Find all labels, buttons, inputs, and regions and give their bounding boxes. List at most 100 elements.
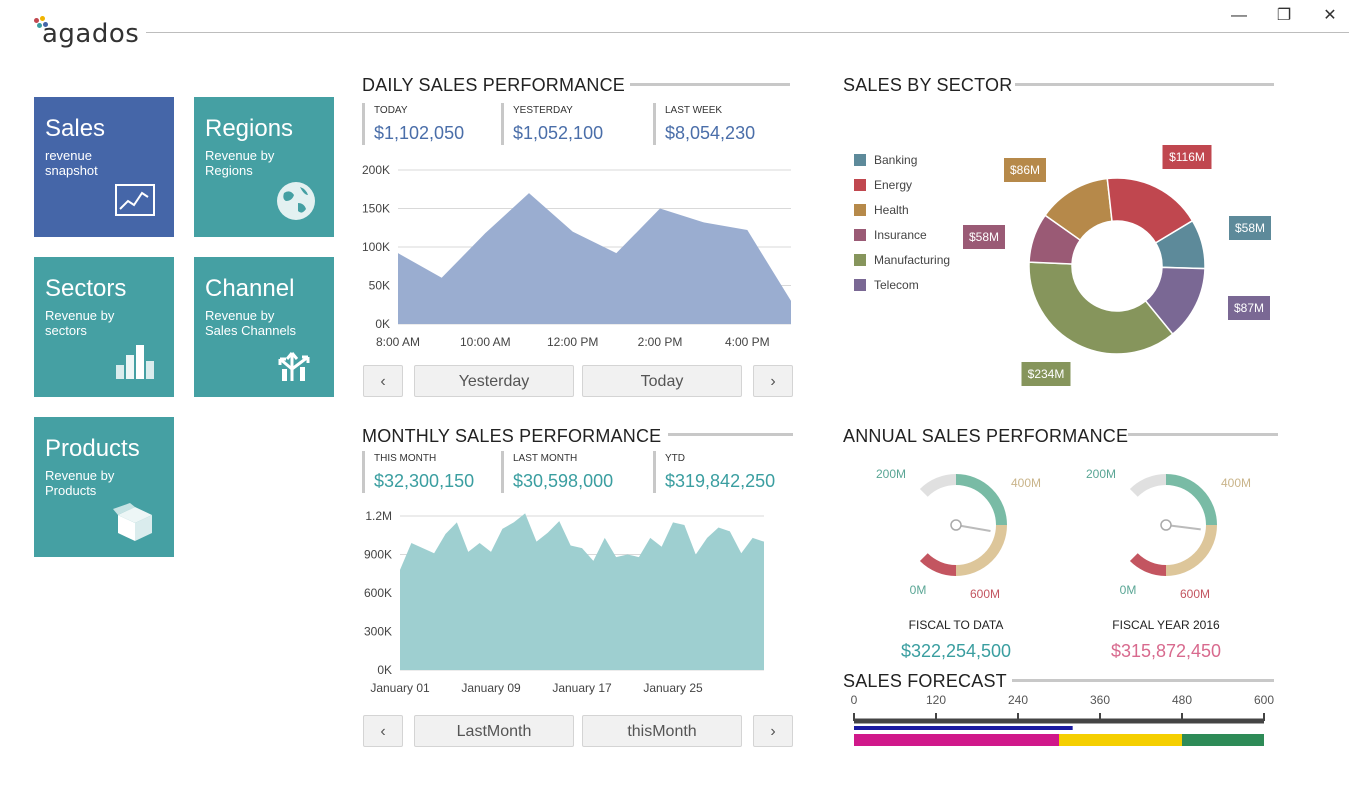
gauge-scale-label: 0M	[1120, 583, 1137, 597]
legend-item: Manufacturing	[854, 253, 974, 278]
forecast-tick-label: 600	[1254, 693, 1274, 707]
x-tick-label: January 17	[552, 681, 612, 695]
tile-sales[interactable]: Sales revenue snapshot	[34, 97, 174, 237]
slice-label-box	[1162, 145, 1212, 169]
tile-title: Sales	[45, 115, 106, 142]
logo-dot-blue	[43, 22, 48, 27]
slice-label-box	[1021, 362, 1071, 386]
logo-dot-teal	[37, 23, 42, 28]
legend-swatch	[854, 154, 866, 166]
x-tick-label: January 01	[370, 681, 430, 695]
legend-swatch	[854, 254, 866, 266]
fiscal-to-date-gauge: 200M 400M 0M 600M	[876, 467, 1041, 601]
fiscal-year-2016-gauge: 200M 400M 0M 600M	[1086, 467, 1251, 601]
section-rule	[630, 83, 790, 86]
kpi-value: $319,842,250	[665, 471, 776, 491]
kpi-value: $1,102,050	[374, 123, 465, 143]
line-chart-icon	[115, 184, 155, 216]
gauge-value: $322,254,500	[900, 641, 1012, 661]
legend-label: Banking	[874, 153, 918, 167]
slice-label: $58M	[1235, 221, 1265, 235]
kpi-label: LAST MONTH	[513, 453, 578, 464]
today-button[interactable]: Today	[582, 365, 742, 397]
slice-label: $234M	[1028, 367, 1065, 381]
section-rule	[1012, 679, 1274, 682]
y-tick-label: 300K	[364, 625, 392, 639]
legend-label: Telecom	[874, 278, 919, 292]
legend-label: Health	[874, 203, 909, 217]
header-divider	[146, 32, 1349, 33]
yesterday-button[interactable]: Yesterday	[414, 365, 574, 397]
y-tick-label: 900K	[364, 548, 392, 562]
gauge-caption: FISCAL TO DATA	[908, 618, 1004, 632]
gauge-hub	[950, 519, 962, 531]
forecast-tick-label: 480	[1172, 693, 1192, 707]
box-icon	[113, 503, 152, 541]
gauge-caption: FISCAL YEAR 2016	[1112, 618, 1220, 632]
legend-label: Insurance	[874, 228, 927, 242]
tile-regions[interactable]: Regions Revenue by Regions	[194, 97, 334, 237]
tile-subtitle: Revenue by Products	[45, 468, 115, 498]
legend-item: Banking	[854, 153, 974, 178]
legend-swatch	[854, 179, 866, 191]
y-tick-label: 0K	[377, 663, 392, 677]
gauge-needle	[955, 524, 991, 533]
tile-subtitle: Revenue by sectors	[45, 308, 115, 338]
y-tick-label: 150K	[362, 202, 390, 216]
tile-title: Sectors	[45, 275, 127, 302]
gauge-scale-label: 600M	[970, 587, 1000, 601]
kpi-last-month: LAST MONTH $30,598,000	[501, 451, 643, 493]
tile-subtitle: revenue snapshot	[45, 148, 98, 178]
gauge-scale-label: 200M	[876, 467, 906, 481]
slice-label: $116M	[1169, 150, 1205, 164]
kpi-value: $32,300,150	[374, 471, 475, 491]
kpi-label: YESTERDAY	[513, 105, 573, 116]
legend-label: Energy	[874, 178, 913, 192]
close-button[interactable]: ✕	[1323, 7, 1337, 24]
y-tick-label: 1.2M	[365, 509, 392, 523]
tile-title: Products	[45, 435, 140, 462]
kpi-value: $30,598,000	[513, 471, 614, 491]
daily-next-button[interactable]: ›	[753, 365, 793, 397]
monthly-sales-chart: 1.2M 900K 600K 300K 0K January 01 January 09 Ja…	[364, 509, 765, 695]
last-month-button[interactable]: LastMonth	[414, 715, 574, 747]
sales-by-sector-title: SALES BY SECTOR	[843, 75, 1013, 95]
kpi-this-month: THIS MONTH $32,300,150	[362, 451, 494, 493]
kpi-label: YTD	[665, 453, 685, 464]
tile-channel[interactable]: Channel Revenue by Sales Channels	[194, 257, 334, 397]
forecast-range-bar	[1059, 734, 1182, 746]
legend-swatch	[854, 204, 866, 216]
gauge-band	[1165, 474, 1217, 526]
monthly-prev-button[interactable]: ‹	[363, 715, 403, 747]
this-month-button[interactable]: thisMonth	[582, 715, 742, 747]
legend-item: Insurance	[854, 228, 974, 253]
legend-item: Energy	[854, 178, 974, 203]
y-tick-label: 0K	[375, 317, 390, 331]
minimize-button[interactable]: —	[1231, 7, 1247, 24]
slice-label: $87M	[1234, 301, 1264, 315]
monthly-next-button[interactable]: ›	[753, 715, 793, 747]
monthly-sales-area	[400, 513, 764, 670]
restore-button[interactable]: ❐	[1276, 7, 1292, 24]
slice-label: $86M	[1010, 163, 1040, 177]
monthly-sales-title: MONTHLY SALES PERFORMANCE	[362, 426, 662, 446]
x-tick-label: January 09	[461, 681, 521, 695]
daily-prev-button[interactable]: ‹	[363, 365, 403, 397]
tile-products[interactable]: Products Revenue by Products	[34, 417, 174, 557]
kpi-value: $8,054,230	[665, 123, 756, 143]
gauge-band	[1165, 524, 1217, 576]
gauge-scale-label: 200M	[1086, 467, 1116, 481]
annual-sales-title: ANNUAL SALES PERFORMANCE	[843, 426, 1129, 446]
y-tick-label: 50K	[369, 279, 390, 293]
kpi-last-week: LAST WEEK $8,054,230	[653, 103, 795, 145]
gauge-band	[955, 524, 1007, 576]
x-tick-label: 8:00 AM	[376, 335, 420, 349]
gauge-band	[1129, 553, 1167, 576]
tile-subtitle: Revenue by Regions	[205, 148, 275, 178]
y-tick-label: 600K	[364, 586, 392, 600]
forecast-tick-label: 360	[1090, 693, 1110, 707]
legend-label: Manufacturing	[874, 253, 951, 267]
x-tick-label: 12:00 PM	[547, 335, 598, 349]
tile-sectors[interactable]: Sectors Revenue by sectors	[34, 257, 174, 397]
sales-forecast-title: SALES FORECAST	[843, 671, 1007, 691]
